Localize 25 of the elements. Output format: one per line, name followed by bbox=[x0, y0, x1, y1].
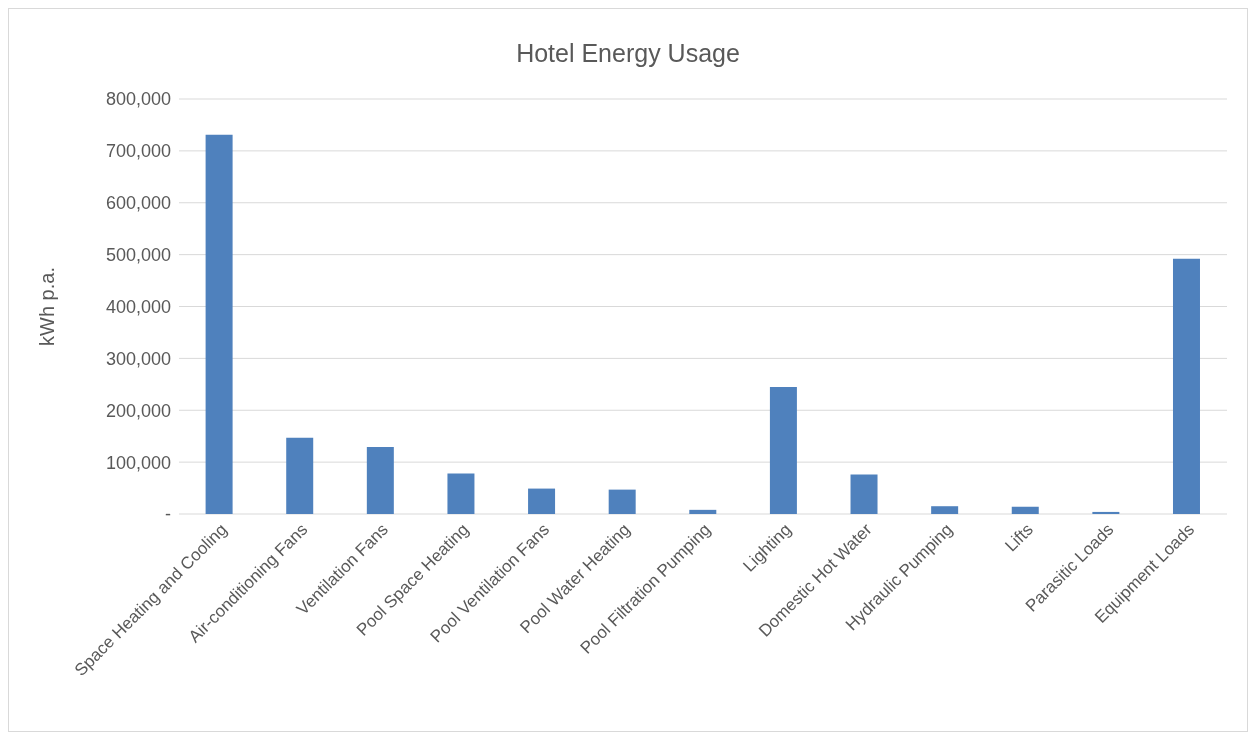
bar bbox=[931, 506, 959, 514]
bar bbox=[689, 509, 717, 514]
bar bbox=[205, 134, 233, 514]
bar bbox=[608, 489, 636, 514]
bar bbox=[447, 473, 475, 514]
chart-title: Hotel Energy Usage bbox=[515, 39, 741, 68]
y-tick-label: 600,000 bbox=[105, 193, 171, 214]
y-axis-title: kWh p.a. bbox=[36, 267, 59, 346]
y-tick-label: 400,000 bbox=[105, 296, 171, 317]
bar bbox=[286, 437, 314, 514]
y-tick-label: - bbox=[165, 504, 171, 525]
y-tick-label: 800,000 bbox=[105, 89, 171, 110]
bar bbox=[1172, 258, 1200, 514]
y-tick-label: 500,000 bbox=[105, 245, 171, 266]
bar bbox=[1092, 511, 1120, 514]
bar bbox=[1011, 506, 1039, 514]
y-tick-label: 100,000 bbox=[105, 452, 171, 473]
bar bbox=[366, 447, 394, 514]
bar bbox=[528, 488, 556, 514]
y-tick-label: 700,000 bbox=[105, 141, 171, 162]
bar bbox=[850, 474, 878, 514]
y-tick-label: 300,000 bbox=[105, 348, 171, 369]
bar bbox=[769, 386, 797, 514]
x-tick-label: Lifts bbox=[1001, 519, 1037, 556]
y-tick-label: 200,000 bbox=[105, 400, 171, 421]
